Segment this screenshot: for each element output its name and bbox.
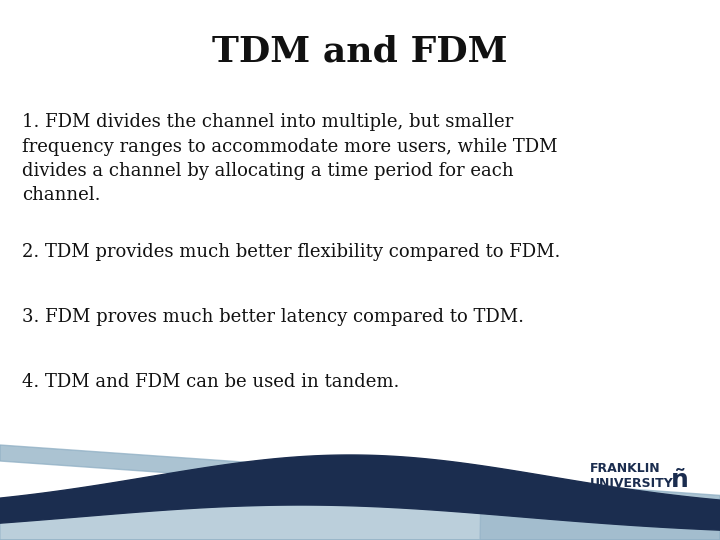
Text: TDM and FDM: TDM and FDM bbox=[212, 35, 508, 69]
Text: 1. FDM divides the channel into multiple, but smaller
frequency ranges to accomm: 1. FDM divides the channel into multiple… bbox=[22, 113, 557, 204]
Text: 2. TDM provides much better flexibility compared to FDM.: 2. TDM provides much better flexibility … bbox=[22, 243, 560, 261]
Text: FRANKLIN
UNIVERSITY: FRANKLIN UNIVERSITY bbox=[590, 462, 674, 490]
Text: 3. FDM proves much better latency compared to TDM.: 3. FDM proves much better latency compar… bbox=[22, 308, 524, 326]
Text: 4. TDM and FDM can be used in tandem.: 4. TDM and FDM can be used in tandem. bbox=[22, 373, 400, 390]
Text: ñ: ñ bbox=[671, 468, 689, 492]
